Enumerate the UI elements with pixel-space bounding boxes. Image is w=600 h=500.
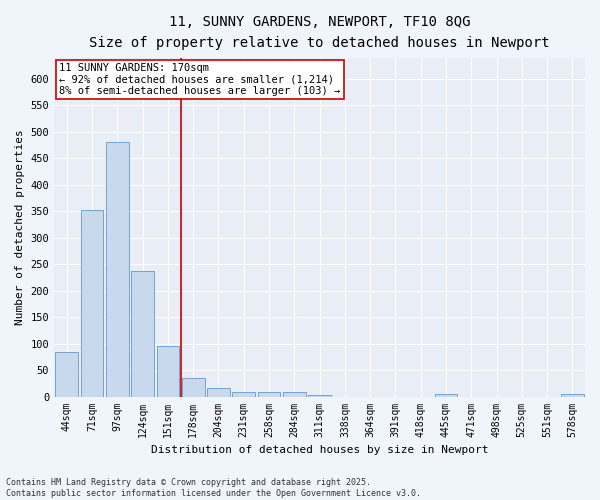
Text: Contains HM Land Registry data © Crown copyright and database right 2025.
Contai: Contains HM Land Registry data © Crown c… — [6, 478, 421, 498]
Bar — [232, 392, 255, 396]
Bar — [131, 271, 154, 396]
Y-axis label: Number of detached properties: Number of detached properties — [15, 130, 25, 325]
Title: 11, SUNNY GARDENS, NEWPORT, TF10 8QG
Size of property relative to detached house: 11, SUNNY GARDENS, NEWPORT, TF10 8QG Siz… — [89, 15, 550, 50]
Bar — [434, 394, 457, 396]
Text: 11 SUNNY GARDENS: 170sqm
← 92% of detached houses are smaller (1,214)
8% of semi: 11 SUNNY GARDENS: 170sqm ← 92% of detach… — [59, 63, 341, 96]
Bar — [157, 346, 179, 397]
Bar — [106, 142, 129, 396]
Bar — [283, 392, 305, 396]
Bar — [182, 378, 205, 396]
Bar — [257, 392, 280, 396]
Bar — [308, 395, 331, 396]
Bar — [207, 388, 230, 396]
Bar — [561, 394, 584, 396]
Bar — [55, 352, 78, 397]
Bar — [81, 210, 103, 396]
X-axis label: Distribution of detached houses by size in Newport: Distribution of detached houses by size … — [151, 445, 488, 455]
